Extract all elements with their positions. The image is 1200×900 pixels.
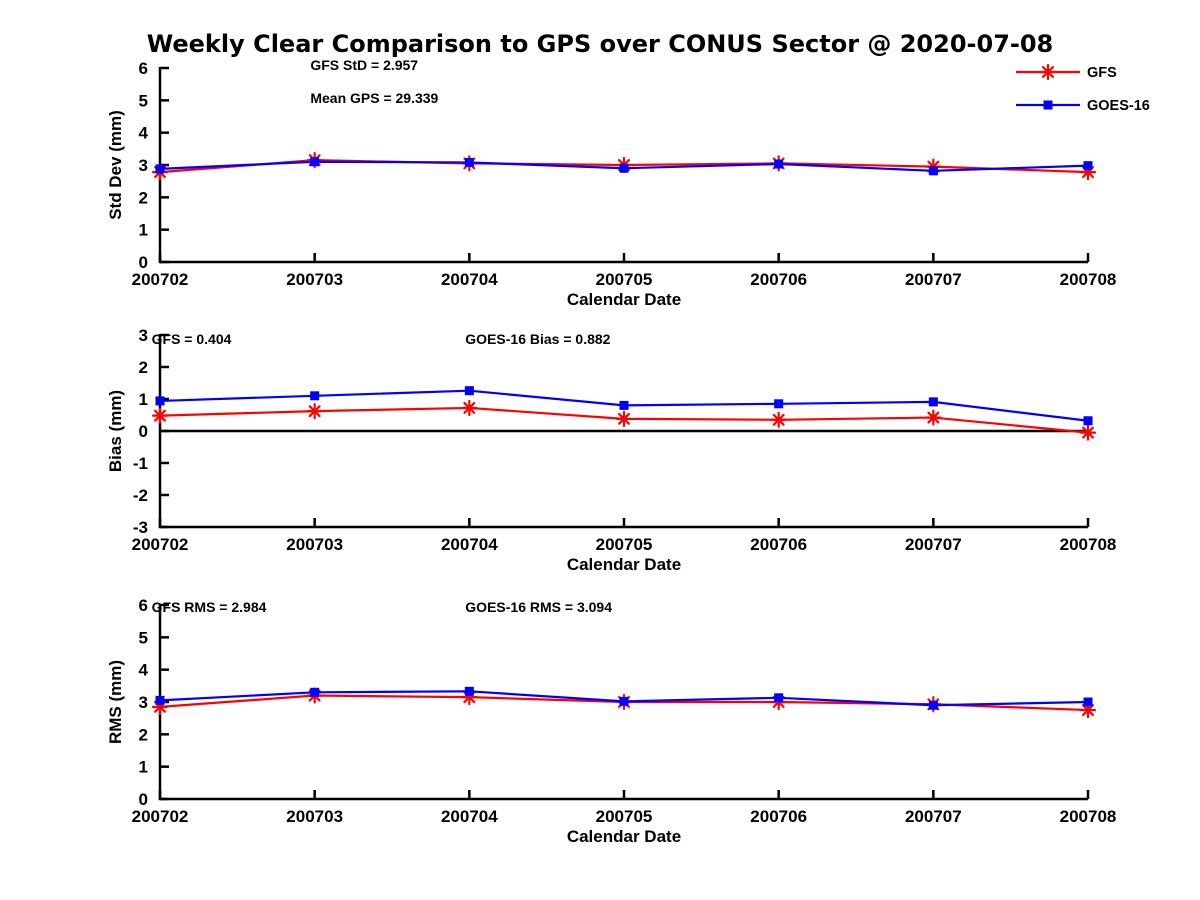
stddev-goes16-marker (619, 163, 629, 173)
stddev-xtick-label: 200705 (596, 270, 653, 289)
bias-gfs-marker (770, 411, 787, 428)
bias-xtick-label: 200708 (1060, 535, 1117, 554)
rms-annotation-0: GFS RMS = 2.984 (152, 599, 267, 615)
bias-ylabel: Bias (mm) (106, 390, 125, 472)
bias-ytick-label: -2 (133, 486, 148, 505)
figure-title: Weekly Clear Comparison to GPS over CONU… (146, 30, 1054, 58)
stddev-goes16-marker (310, 157, 320, 167)
legend-goes16-marker-icon (1043, 100, 1053, 110)
rms-xtick-label: 200705 (596, 807, 653, 826)
rms-goes16-marker (619, 696, 629, 706)
stddev-ytick-label: 3 (139, 156, 148, 175)
bias-ytick-label: -1 (133, 454, 148, 473)
stddev-annotation-0: GFS StD = 2.957 (310, 57, 418, 73)
stddev-xlabel: Calendar Date (567, 290, 681, 309)
bias-ytick-label: -3 (133, 518, 148, 537)
stddev-goes16-marker (464, 157, 474, 167)
rms-goes16-marker (310, 687, 320, 697)
bias-ytick-label: 3 (139, 326, 148, 345)
rms-ytick-label: 3 (139, 693, 148, 712)
stddev-gfs-marker (1079, 164, 1097, 181)
bias-xtick-label: 200704 (441, 535, 498, 554)
rms-xtick-label: 200704 (441, 807, 498, 826)
bias-xtick-label: 200702 (132, 535, 189, 554)
rms-xtick-label: 200703 (286, 807, 343, 826)
bias-goes16-marker (928, 397, 938, 407)
bias-goes16-marker (619, 400, 629, 410)
bias-gfs-marker (925, 409, 942, 426)
bias-goes16-marker (464, 386, 474, 396)
bias-goes16-marker (310, 391, 320, 401)
rms-ytick-label: 0 (139, 790, 148, 809)
rms-ytick-label: 6 (139, 596, 148, 615)
rms-gfs-marker (151, 698, 169, 715)
bias-gfs-marker (306, 403, 323, 420)
legend-gfs-label: GFS (1087, 65, 1117, 81)
stddev-goes16-marker (1083, 161, 1093, 171)
rms-xtick-label: 200706 (750, 807, 807, 826)
rms-xtick-label: 200707 (905, 807, 962, 826)
stddev-annotation-1: Mean GPS = 29.339 (310, 90, 438, 106)
rms-goes16-marker (464, 686, 474, 696)
stddev-ytick-label: 4 (139, 124, 149, 143)
bias-gfs-marker (615, 410, 633, 427)
bias-ytick-label: 0 (139, 422, 148, 441)
rms-goes16-marker (928, 700, 938, 710)
bias-goes16-marker (155, 396, 165, 406)
stddev-xtick-label: 200702 (132, 270, 189, 289)
stddev-ytick-label: 1 (139, 221, 148, 240)
stddev-goes16-marker (155, 164, 165, 174)
rms-annotation-1: GOES-16 RMS = 3.094 (465, 599, 612, 615)
rms-ytick-label: 1 (139, 758, 148, 777)
stddev-ytick-label: 6 (139, 59, 148, 78)
bias-gfs-marker (1079, 424, 1097, 441)
bias-goes16-marker (1083, 416, 1093, 426)
stddev-ylabel: Std Dev (mm) (106, 110, 125, 220)
bias-goes16-marker (774, 399, 784, 409)
rms-goes16-marker (155, 695, 165, 705)
stddev-xtick-label: 200704 (441, 270, 498, 289)
rms-goes16-marker (1083, 697, 1093, 707)
stddev-xtick-label: 200706 (750, 270, 807, 289)
bias-gfs-marker (151, 407, 169, 424)
stddev-ytick-label: 0 (139, 253, 148, 272)
stddev-goes16-marker (928, 166, 938, 176)
bias-ytick-label: 1 (139, 390, 148, 409)
rms-ylabel: RMS (mm) (106, 660, 125, 744)
legend-goes16-label: GOES-16 (1087, 98, 1150, 114)
rms-ytick-label: 4 (139, 661, 149, 680)
bias-annotation-0: GFS = 0.404 (152, 331, 232, 347)
bias-annotation-1: GOES-16 Bias = 0.882 (465, 331, 610, 347)
bias-ytick-label: 2 (139, 358, 148, 377)
stddev-xtick-label: 200703 (286, 270, 343, 289)
rms-gfs-marker (461, 689, 478, 706)
rms-xlabel: Calendar Date (567, 827, 681, 846)
bias-xtick-label: 200703 (286, 535, 343, 554)
rms-gfs-marker (1079, 701, 1097, 719)
bias-xtick-label: 200706 (750, 535, 807, 554)
stddev-ytick-label: 2 (139, 188, 148, 207)
stddev-ytick-label: 5 (139, 91, 148, 110)
bias-gfs-marker (461, 399, 478, 417)
rms-goes16-marker (774, 693, 784, 703)
bias-xlabel: Calendar Date (567, 555, 681, 574)
stddev-goes16-marker (774, 159, 784, 169)
bias-xtick-label: 200707 (905, 535, 962, 554)
bias-xtick-label: 200705 (596, 535, 653, 554)
legend-gfs-marker-icon (1039, 63, 1057, 81)
rms-ytick-label: 2 (139, 725, 148, 744)
stddev-xtick-label: 200707 (905, 270, 962, 289)
rms-ytick-label: 5 (139, 628, 148, 647)
stddev-xtick-label: 200708 (1060, 270, 1117, 289)
rms-xtick-label: 200702 (132, 807, 189, 826)
rms-xtick-label: 200708 (1060, 807, 1117, 826)
